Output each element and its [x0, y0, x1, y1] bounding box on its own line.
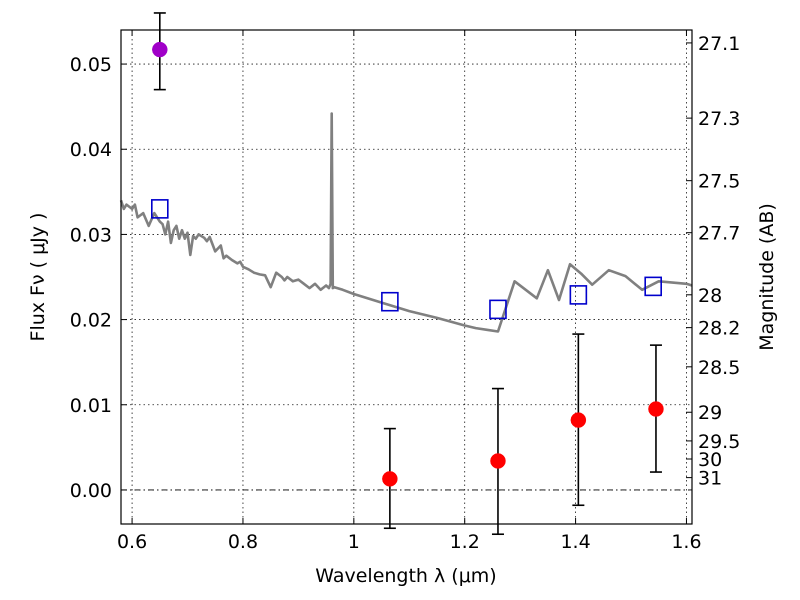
marker-layer — [151, 41, 664, 487]
x-tick-label: 1.2 — [450, 531, 480, 553]
y-tick-label: 0.01 — [70, 395, 112, 417]
y-tick-label: 0.03 — [70, 224, 112, 246]
magnitude-tick-label: 27.7 — [698, 223, 740, 245]
grid — [121, 30, 692, 524]
y-tick-label: 0.05 — [70, 54, 112, 76]
errorbar-layer — [153, 12, 662, 536]
magnitude-tick-label: 30 — [698, 449, 722, 471]
magnitude-tick-label: 28.5 — [698, 357, 740, 379]
model-band-square — [151, 199, 169, 219]
magnitude-tick-label: 29.5 — [698, 431, 740, 453]
x-axis-title: Wavelength λ (μm) — [315, 565, 496, 587]
y-axis-title: Flux Fν ( μJy ) — [27, 213, 49, 342]
magnitude-tick-label: 28.2 — [698, 318, 740, 340]
model-band-square — [381, 291, 399, 312]
optical-detection-point — [152, 41, 168, 58]
nir-photometry-point — [648, 401, 664, 417]
nir-photometry-point — [570, 412, 587, 428]
x-tick-label: 0.6 — [117, 531, 147, 553]
nir-photometry-point — [490, 453, 506, 469]
magnitude-tick-label: 27.1 — [698, 33, 740, 55]
nir-photometry-point — [382, 471, 398, 487]
magnitude-tick-label: 28 — [698, 285, 722, 307]
model-band-square — [569, 285, 588, 305]
spectrum-line — [119, 112, 693, 333]
x-tick-label: 1.4 — [560, 531, 590, 553]
model-band-square — [644, 276, 662, 297]
y-tick-label: 0.04 — [70, 139, 112, 161]
y-tick-label: 0.02 — [70, 310, 112, 332]
x-tick-label: 1.6 — [671, 531, 701, 553]
x-tick-label: 0.8 — [228, 531, 258, 553]
magnitude-tick-label: 31 — [698, 468, 722, 490]
magnitude-tick-label: 27.5 — [698, 171, 740, 193]
y-axis: 0.00 0.01 0.02 0.03 0.04 0.05 — [70, 54, 127, 502]
y-tick-label: 0.00 — [70, 480, 112, 502]
plot-frame — [120, 29, 693, 525]
magnitude-tick-label: 29 — [698, 402, 722, 424]
model-band-square — [489, 299, 507, 320]
spectrum-layer — [119, 112, 693, 333]
magnitude-tick-label: 27.3 — [698, 108, 740, 130]
magnitude-axis-title: Magnitude (AB) — [756, 203, 778, 351]
x-axis: 0.6 0.8 1 1.2 1.4 1.6 — [117, 30, 702, 553]
x-tick-label: 1 — [348, 531, 360, 553]
